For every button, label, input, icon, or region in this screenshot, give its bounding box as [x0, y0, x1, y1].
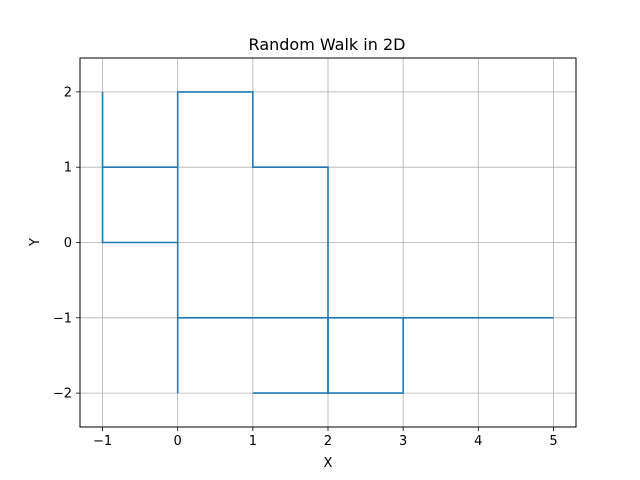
x-tick-label: 1: [249, 434, 257, 449]
y-axis-ticks: −2 −1 0 1 2: [53, 85, 80, 402]
plot-area: [101, 91, 554, 394]
x-tick-label: 3: [399, 434, 407, 449]
chart-title: Random Walk in 2D: [249, 35, 406, 54]
x-tick-label: 2: [324, 434, 332, 449]
x-axis-ticks: −1 0 1 2 3 4 5: [93, 427, 558, 449]
y-tick-label: −1: [53, 311, 72, 326]
x-tick-label: 4: [474, 434, 482, 449]
y-tick-label: 2: [64, 85, 72, 100]
x-tick-label: −1: [93, 434, 112, 449]
y-axis-label: Y: [28, 238, 43, 247]
y-tick-label: 0: [64, 236, 72, 251]
x-tick-label: 0: [174, 434, 182, 449]
y-tick-label: 1: [64, 161, 72, 176]
y-tick-label: −2: [53, 387, 72, 402]
x-tick-label: 5: [549, 434, 557, 449]
x-axis-label: X: [324, 456, 333, 471]
walk-path-segment: [177, 91, 329, 394]
